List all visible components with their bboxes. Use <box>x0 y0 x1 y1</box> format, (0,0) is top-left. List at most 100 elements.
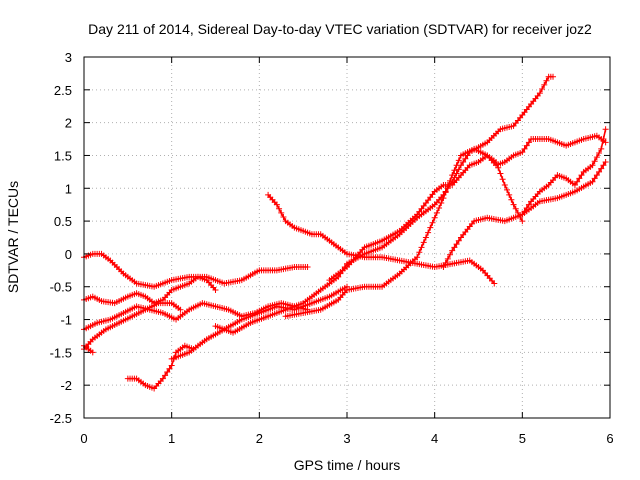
data-point <box>436 204 443 211</box>
y-tick-label: -2.5 <box>50 411 72 426</box>
y-tick-label: -0.5 <box>50 280 72 295</box>
data-point <box>455 157 462 164</box>
y-tick-labels: -2.5 -2 -1.5 -1 -0.5 0 0.5 1 1.5 2 2.5 3 <box>50 50 72 426</box>
data-point <box>497 170 504 177</box>
ticks <box>83 56 611 419</box>
data-point <box>519 218 526 225</box>
x-axis-label: GPS time / hours <box>294 457 401 473</box>
data-point <box>600 136 607 143</box>
data-point <box>523 204 530 211</box>
data-point <box>493 159 500 166</box>
y-tick-label: 3 <box>65 50 72 65</box>
data-point <box>276 205 283 212</box>
data-point <box>578 172 585 179</box>
data-point <box>501 181 508 188</box>
data-point <box>589 178 596 185</box>
data-point <box>166 365 173 372</box>
chart-title: Day 211 of 2014, Sidereal Day-to-day VTE… <box>88 21 592 37</box>
data-point <box>429 219 436 226</box>
data-point <box>539 85 546 92</box>
data-point <box>433 209 440 216</box>
data-point <box>506 191 513 198</box>
y-axis-label: SDTVAR / TECUs <box>5 181 21 293</box>
data-point <box>591 175 598 182</box>
y-tick-label: 1 <box>65 181 72 196</box>
data-point <box>212 287 219 294</box>
data-point <box>420 239 427 246</box>
data-point <box>495 164 502 171</box>
data-point <box>177 306 184 313</box>
data-point <box>89 349 96 356</box>
data-point <box>449 172 456 179</box>
data-point <box>536 90 543 97</box>
data-point <box>418 244 425 251</box>
data-point <box>543 77 550 84</box>
data-point <box>304 264 311 271</box>
data-point <box>440 195 447 202</box>
y-tick-label: 2 <box>65 116 72 131</box>
data-point <box>447 251 454 258</box>
data-point <box>278 209 285 216</box>
y-tick-label: 1.5 <box>54 148 72 163</box>
data-point <box>574 178 581 185</box>
data-point <box>602 159 609 166</box>
data-point <box>593 172 600 179</box>
data-point <box>591 158 598 165</box>
series-arc-1 <box>81 250 311 290</box>
data-point <box>571 181 578 188</box>
data-point <box>416 249 423 256</box>
series-arc-13 <box>519 126 609 218</box>
data-point <box>596 149 603 156</box>
data-point <box>512 205 519 212</box>
data-point <box>442 189 449 196</box>
data-point <box>455 166 462 173</box>
data-point <box>521 208 528 215</box>
data-point <box>460 159 467 166</box>
x-tick-label: 6 <box>606 431 613 446</box>
data-point <box>449 247 456 254</box>
data-point <box>425 229 432 236</box>
data-point <box>442 259 449 266</box>
series-arc-10 <box>282 132 609 320</box>
data-point <box>451 167 458 174</box>
data-point <box>525 139 532 146</box>
data-point <box>451 244 458 251</box>
data-point <box>602 126 609 133</box>
data-point <box>162 372 169 379</box>
y-tick-label: 0 <box>65 247 72 262</box>
data-point <box>521 145 528 152</box>
data-point <box>602 139 609 146</box>
data-point <box>427 224 434 231</box>
data-point <box>280 213 287 220</box>
data-point <box>168 362 175 369</box>
data-point <box>440 264 447 271</box>
y-tick-label: -1.5 <box>50 345 72 360</box>
data-point <box>422 234 429 241</box>
data-point <box>541 81 548 88</box>
x-tick-labels: 0 1 2 3 4 5 6 <box>80 431 613 446</box>
data-point <box>600 162 607 169</box>
x-tick-label: 3 <box>343 431 350 446</box>
data-point <box>508 196 515 203</box>
series-layer <box>81 73 609 392</box>
data-point <box>462 155 469 162</box>
data-point <box>589 162 596 169</box>
data-point <box>491 280 498 287</box>
series-arc-12 <box>440 159 609 271</box>
data-point <box>444 255 451 262</box>
data-point <box>510 201 517 208</box>
x-tick-label: 1 <box>168 431 175 446</box>
x-tick-label: 5 <box>519 431 526 446</box>
y-tick-label: -1 <box>60 313 72 328</box>
y-tick-label: 0.5 <box>54 214 72 229</box>
data-point <box>550 73 557 80</box>
x-tick-label: 4 <box>431 431 438 446</box>
data-point <box>519 211 526 218</box>
data-point <box>455 237 462 244</box>
data-point <box>431 214 438 221</box>
data-point <box>523 142 530 149</box>
data-point <box>453 162 460 169</box>
x-tick-label: 0 <box>80 431 87 446</box>
